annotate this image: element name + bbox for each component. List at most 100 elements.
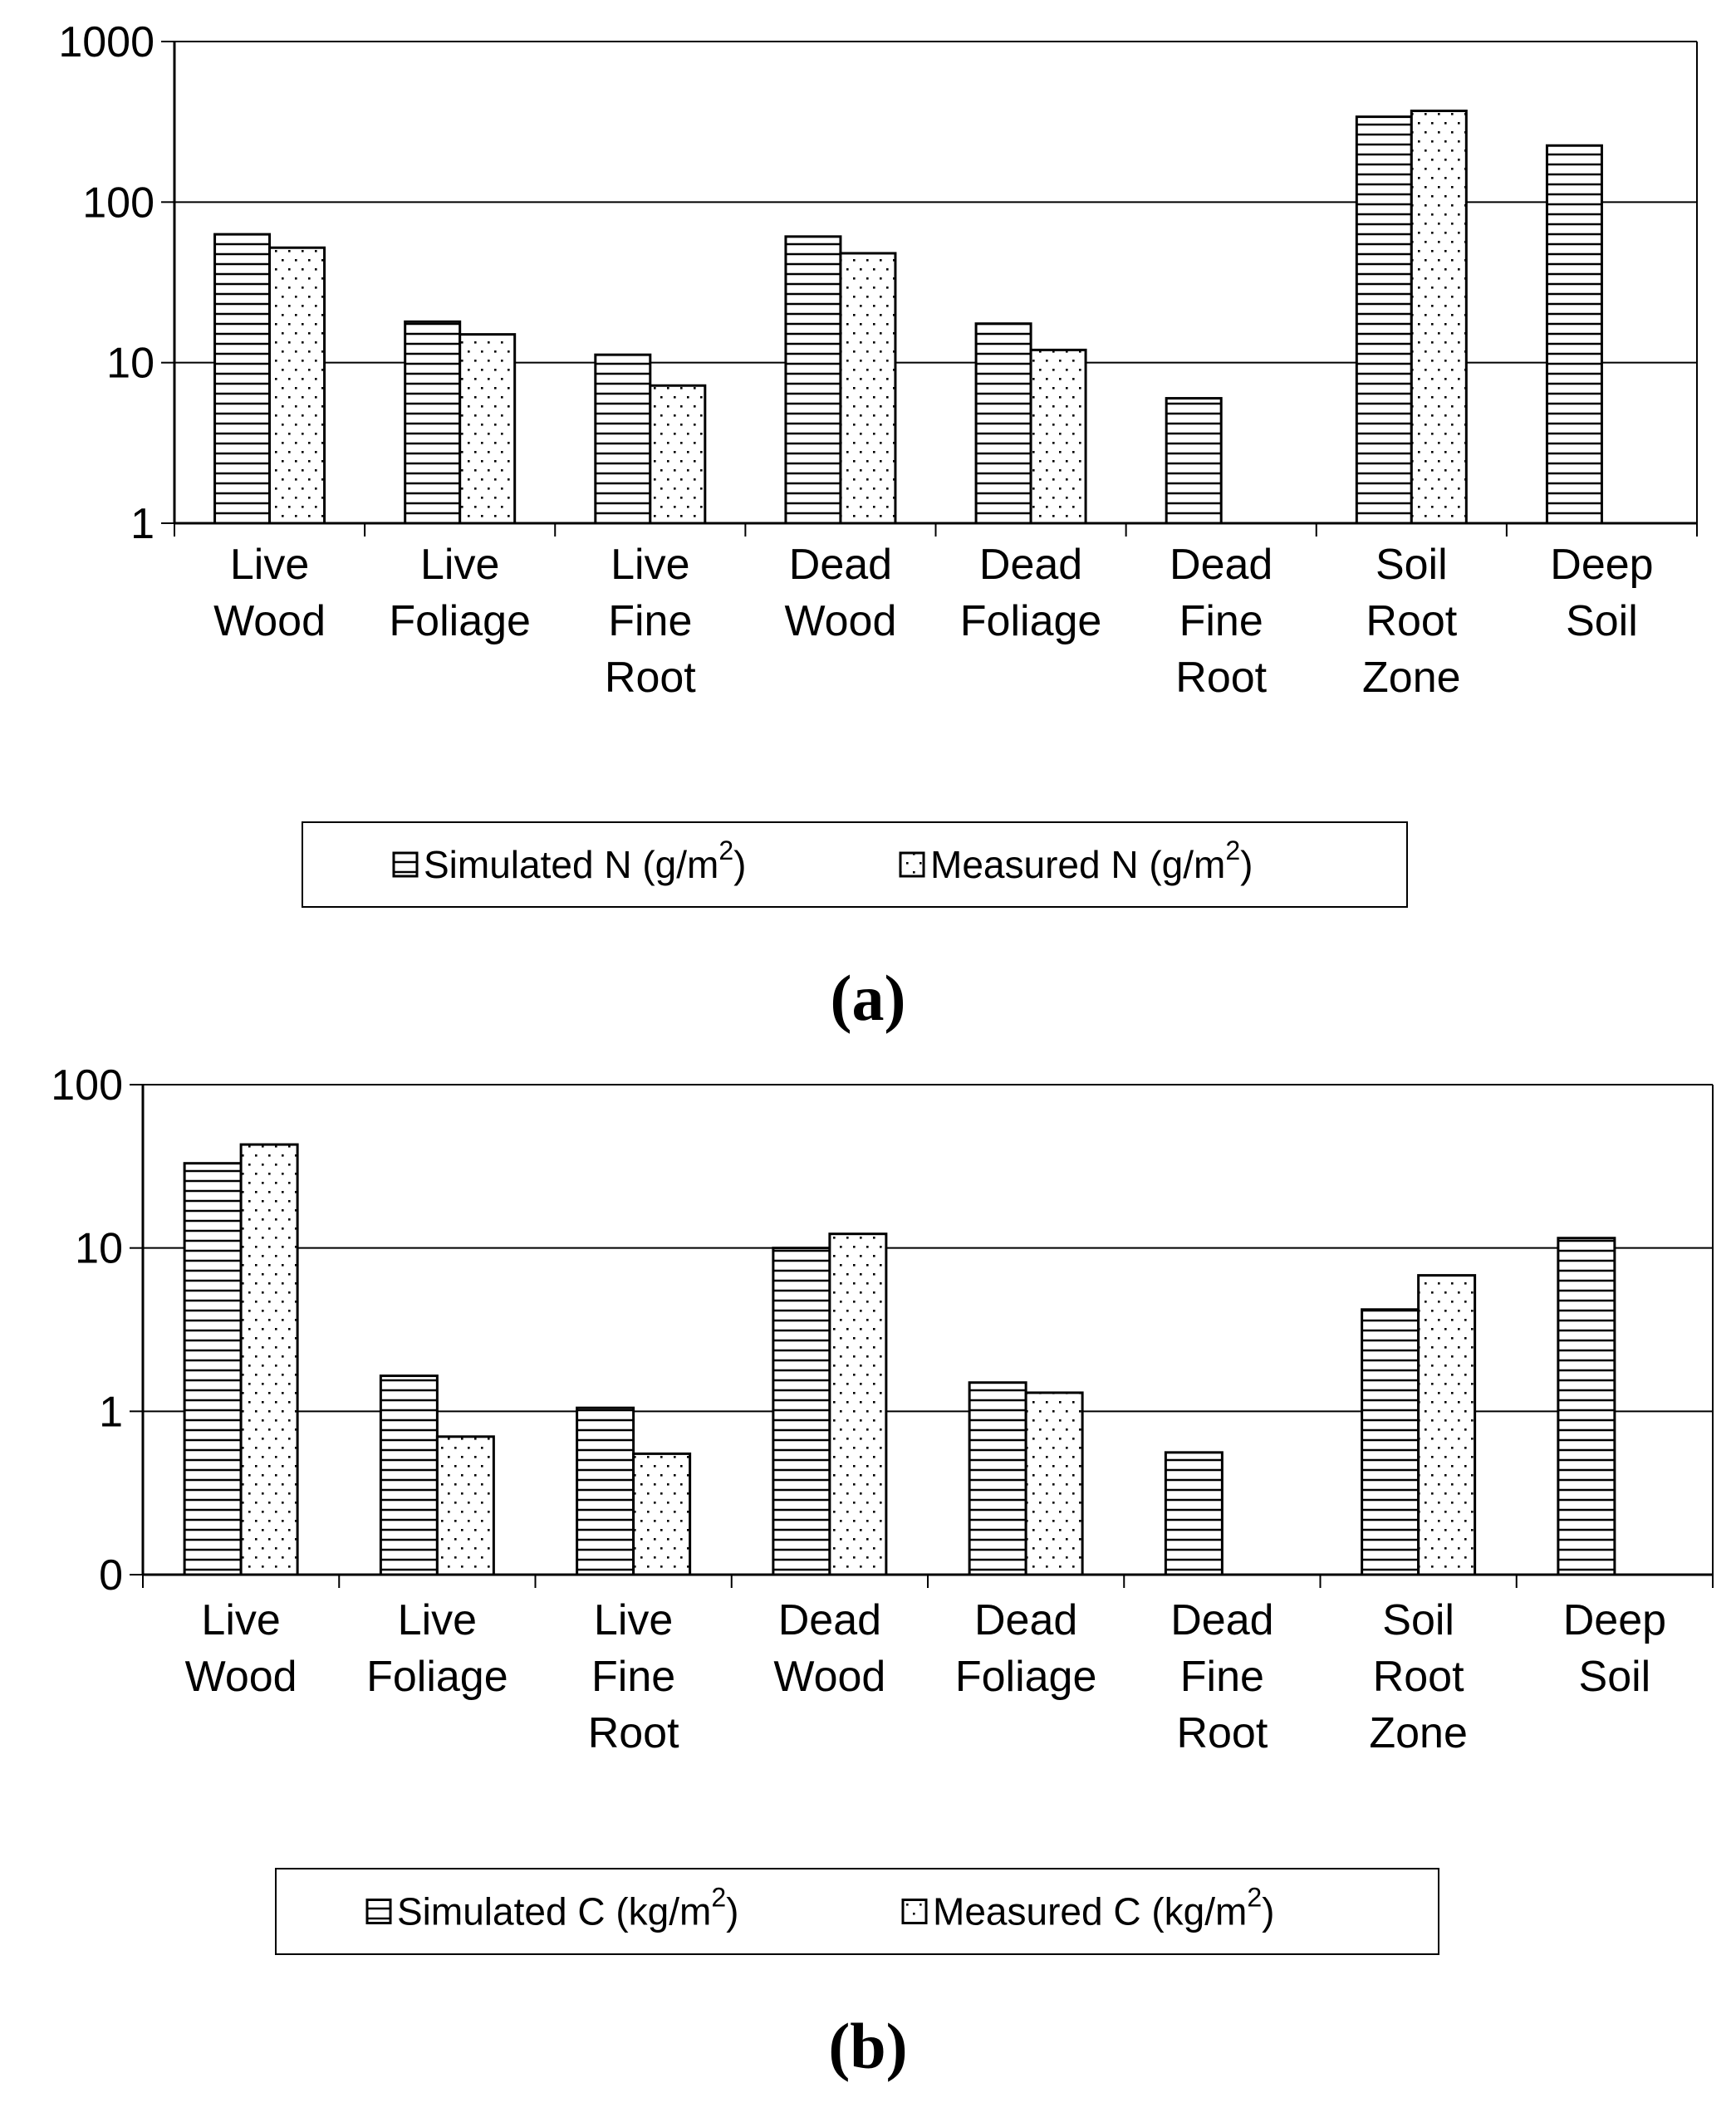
bars-a [213, 109, 1603, 525]
chart-panel-a: 1 10 100 1000 Live Wood Live Foliage Live Fine Ro… [58, 18, 1698, 1034]
legend-b: Simulated C (kg/m2) Measured C (kg/m2) [275, 1868, 1439, 1955]
category-label: Soil [1579, 1653, 1651, 1701]
panel-label-a: (a) [831, 962, 906, 1034]
category-label: Dead [789, 541, 892, 589]
axes-a [161, 41, 1698, 537]
category-label: Fine [591, 1653, 675, 1701]
bar-measured [649, 384, 707, 525]
bar-measured [1024, 1391, 1084, 1576]
bar-simulated [1557, 1237, 1616, 1576]
bar-measured [828, 1232, 888, 1576]
chart-panel-b: 0 1 10 100 Live Wood Live Foliage Live Fine Root D… [51, 1061, 1714, 2082]
category-label: Dead [979, 541, 1082, 589]
bar-simulated [576, 1406, 635, 1576]
bar-simulated [183, 1162, 243, 1576]
legend-label: Simulated C (kg/m2) [397, 1883, 738, 1933]
bar-simulated [974, 322, 1032, 525]
y-tick-labels-a: 1 10 100 1000 [58, 18, 154, 548]
y-tick-label: 1 [130, 500, 154, 548]
bar-measured [459, 333, 517, 525]
category-label: Wood [185, 1653, 297, 1701]
bar-simulated [594, 353, 652, 525]
bar-simulated [784, 235, 842, 525]
legend-swatch [392, 851, 419, 878]
category-labels-b: Live Wood Live Foliage Live Fine Root Dead Wood D… [185, 1596, 1666, 1757]
legend-label: Simulated N (g/m2) [424, 835, 746, 886]
y-tick-label: 100 [51, 1061, 123, 1110]
legend-label: Measured C (kg/m2) [933, 1883, 1274, 1933]
category-label: Dead [778, 1596, 881, 1644]
bar-simulated [772, 1247, 831, 1576]
category-label: Foliage [955, 1653, 1097, 1701]
bar-measured [632, 1452, 692, 1576]
bar-simulated [968, 1381, 1027, 1576]
category-label: Zone [1369, 1709, 1468, 1757]
legend-label: Measured N (g/m2) [930, 835, 1253, 886]
category-label: Dead [1170, 541, 1273, 589]
category-label: Wood [213, 597, 326, 645]
y-tick-label: 1 [99, 1388, 123, 1436]
category-label: Fine [1179, 597, 1263, 645]
panel-label-b: (b) [828, 2010, 907, 2082]
legend-swatch [365, 1899, 392, 1924]
bar-simulated [1165, 397, 1223, 525]
category-label: Foliage [389, 597, 531, 645]
category-label: Soil [1376, 541, 1448, 589]
bar-measured [239, 1143, 299, 1576]
bar-measured [1410, 109, 1468, 525]
category-label: Deep [1550, 541, 1653, 589]
bar-simulated [213, 233, 272, 525]
legend-swatch [901, 1899, 928, 1924]
category-label: Root [1366, 597, 1457, 645]
bar-simulated [1361, 1308, 1420, 1576]
bar-measured [435, 1435, 495, 1576]
y-tick-label: 10 [106, 340, 154, 388]
category-label: Wood [784, 597, 896, 645]
gridlines-a [174, 41, 1697, 364]
y-tick-label: 100 [82, 179, 154, 227]
y-tick-labels-b: 0 1 10 100 [51, 1061, 123, 1600]
bar-measured [1029, 348, 1087, 525]
category-label: Foliage [960, 597, 1102, 645]
category-label: Dead [1170, 1596, 1273, 1644]
category-label: Root [1176, 1709, 1268, 1757]
bar-simulated [1355, 115, 1413, 525]
bar-measured [1417, 1274, 1477, 1576]
category-label: Dead [974, 1596, 1077, 1644]
bar-simulated [1545, 144, 1603, 525]
category-label: Fine [1180, 1653, 1264, 1701]
y-tick-label: 10 [75, 1225, 123, 1273]
category-label: Fine [608, 597, 692, 645]
axes-b [130, 1084, 1714, 1588]
category-label: Live [594, 1596, 673, 1644]
gridlines-b [143, 1084, 1713, 1413]
category-label: Root [605, 654, 696, 702]
category-label: Live [611, 541, 689, 589]
category-labels-a: Live Wood Live Foliage Live Fine Root Dead Wood D… [213, 541, 1653, 702]
bar-simulated [379, 1375, 439, 1576]
y-tick-label: 0 [99, 1551, 123, 1600]
bar-measured [839, 252, 897, 525]
category-label: Zone [1362, 654, 1461, 702]
bars-b [183, 1143, 1616, 1576]
category-label: Deep [1563, 1596, 1666, 1644]
category-label: Root [1175, 654, 1267, 702]
legend-box [302, 821, 1408, 908]
category-label: Live [398, 1596, 477, 1644]
bar-measured [268, 246, 326, 525]
category-label: Live [230, 541, 309, 589]
category-label: Foliage [366, 1653, 508, 1701]
category-label: Root [1373, 1653, 1464, 1701]
bar-simulated [404, 320, 462, 525]
category-label: Root [588, 1709, 679, 1757]
category-label: Live [201, 1596, 280, 1644]
legend-box [275, 1868, 1439, 1955]
bar-simulated [1164, 1451, 1224, 1576]
category-label: Soil [1382, 1596, 1454, 1644]
legend-swatch [899, 851, 925, 878]
y-tick-label: 1000 [58, 18, 154, 66]
category-label: Soil [1566, 597, 1638, 645]
category-label: Wood [773, 1653, 885, 1701]
legend-a: Simulated N (g/m2) Measured N (g/m2) [302, 821, 1408, 908]
